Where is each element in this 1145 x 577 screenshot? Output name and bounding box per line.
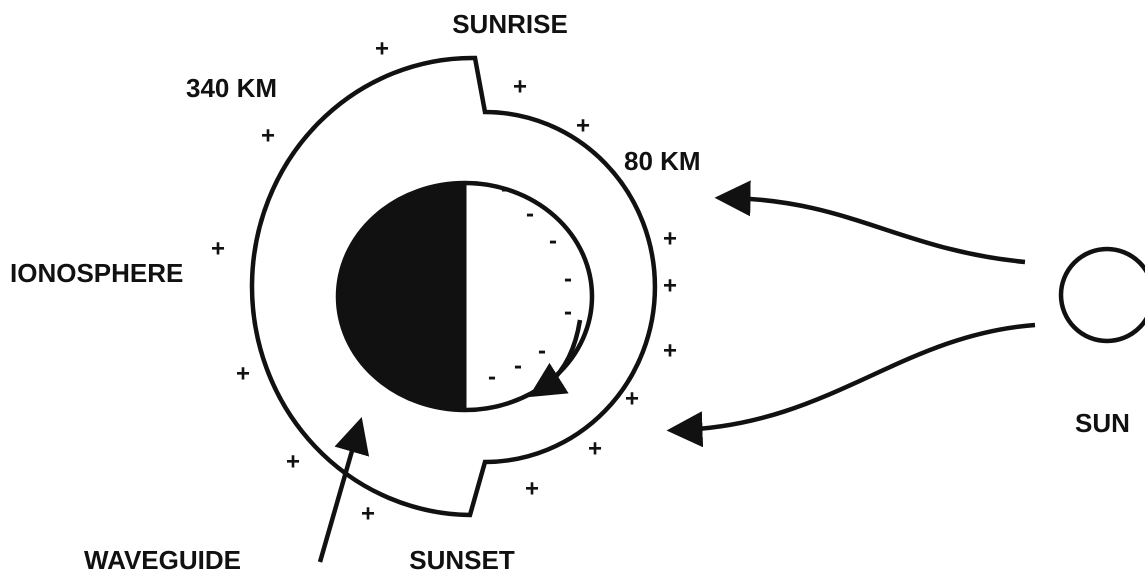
sun-ray-arrow: [714, 180, 1026, 265]
positive-charge: +: [525, 475, 539, 502]
positive-charge: +: [576, 112, 590, 139]
negative-charge: -: [538, 337, 546, 364]
ionosphere-boundary: [249, 55, 658, 518]
ionosphere-label: IONOSPHERE: [10, 258, 183, 288]
negative-charge: -: [549, 227, 557, 254]
rotation-arrow: [528, 319, 583, 398]
negative-charge: -: [514, 352, 522, 379]
positive-charge: +: [625, 385, 639, 412]
negative-charge: -: [501, 175, 509, 202]
positive-charge: +: [663, 225, 677, 252]
negative-charge: -: [541, 363, 549, 390]
waveguide-label: WAVEGUIDE: [84, 545, 241, 575]
height-label: 340 KM: [186, 73, 277, 103]
positive-charge: +: [361, 500, 375, 527]
positive-charge: +: [211, 235, 225, 262]
height-label: 80 KM: [624, 146, 701, 176]
charges: +++++ +++++++++-------- -: [211, 35, 677, 527]
positive-charge: +: [286, 448, 300, 475]
sun-label: SUN: [1075, 408, 1130, 438]
positive-charge: +: [588, 435, 602, 462]
waveguide-arrow: [317, 417, 370, 563]
negative-charge: -: [526, 200, 534, 227]
positive-charge: +: [663, 272, 677, 299]
sunset-label: SUNSET: [409, 545, 515, 575]
sunrise-label: SUNRISE: [452, 9, 568, 39]
positive-charge: +: [261, 122, 275, 149]
positive-charge: +: [513, 73, 527, 100]
negative-charge: -: [564, 265, 572, 292]
negative-charge: -: [564, 298, 572, 325]
sun: [1058, 246, 1145, 344]
positive-charge: +: [375, 35, 389, 62]
positive-charge: +: [663, 337, 677, 364]
negative-charge: -: [488, 363, 496, 390]
earth-night: [338, 183, 465, 410]
positive-charge: +: [236, 360, 250, 387]
sun-ray-arrow: [666, 322, 1036, 448]
